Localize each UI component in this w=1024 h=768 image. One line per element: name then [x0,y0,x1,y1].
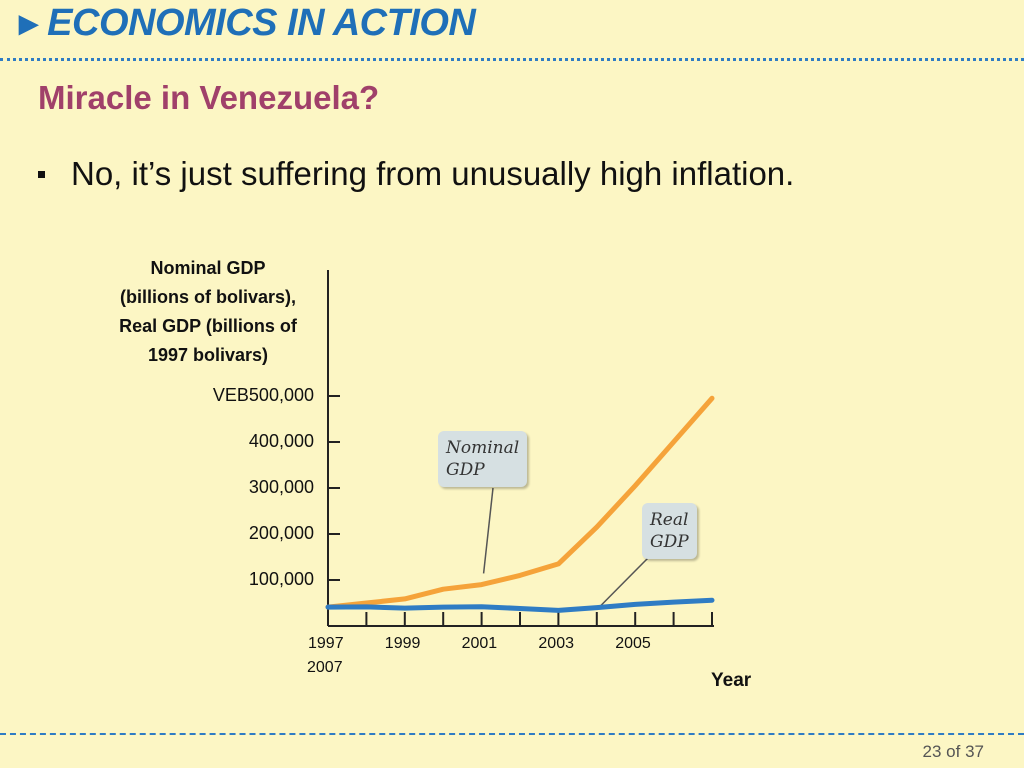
slide-subtitle: Miracle in Venezuela? [38,79,380,116]
footer-divider [0,733,1024,735]
callout-line: GDP [446,460,485,480]
y-tick-label: 300,000 [248,477,314,497]
callout-line: Nominal [446,438,520,458]
nominal-callout-pointer [482,487,494,574]
header-divider [0,58,1024,61]
play-arrow-icon: ► [12,5,46,43]
y-tick-label: VEB500,000 [212,385,314,405]
bullet-text: No, it’s just suffering from unusually h… [71,155,795,192]
x-tick-label: 2007 [307,659,343,676]
real-gdp-callout: Real GDP [642,503,697,559]
callout-line: Real [650,510,689,530]
x-tick-label: 2001 [461,635,498,652]
x-tick-label: 1997 [308,635,344,652]
x-axis-title: Year [711,670,752,691]
y-axis-title: Nominal GDP (billions of bolivars), Real… [88,254,328,370]
header-title-text: ECONOMICS IN ACTION [47,2,476,44]
x-tick-label: 2005 [615,635,651,652]
callout-line: GDP [650,532,689,552]
x-tick-label: 1999 [384,635,421,652]
bullet-item: No, it’s just suffering from unusually h… [38,154,794,194]
x-tick-label: 2003 [538,635,574,652]
y-axis-title-line: Real GDP (billions of [119,316,297,336]
header-title: ►ECONOMICS IN ACTION [12,0,476,47]
bullet-square-icon [38,170,45,178]
y-tick-label: 100,000 [248,569,314,589]
y-tick-label: 400,000 [248,431,314,451]
y-tick-label: 200,000 [248,523,314,543]
real-callout-pointer [598,555,651,609]
page-number: 23 of 37 [922,742,984,761]
nominal-gdp-callout: Nominal GDP [438,431,528,487]
y-axis-title-line: (billions of bolivars), [119,287,296,307]
y-axis-title-line: Nominal GDP [150,258,266,278]
y-axis-title-line: 1997 bolivars) [147,345,269,365]
